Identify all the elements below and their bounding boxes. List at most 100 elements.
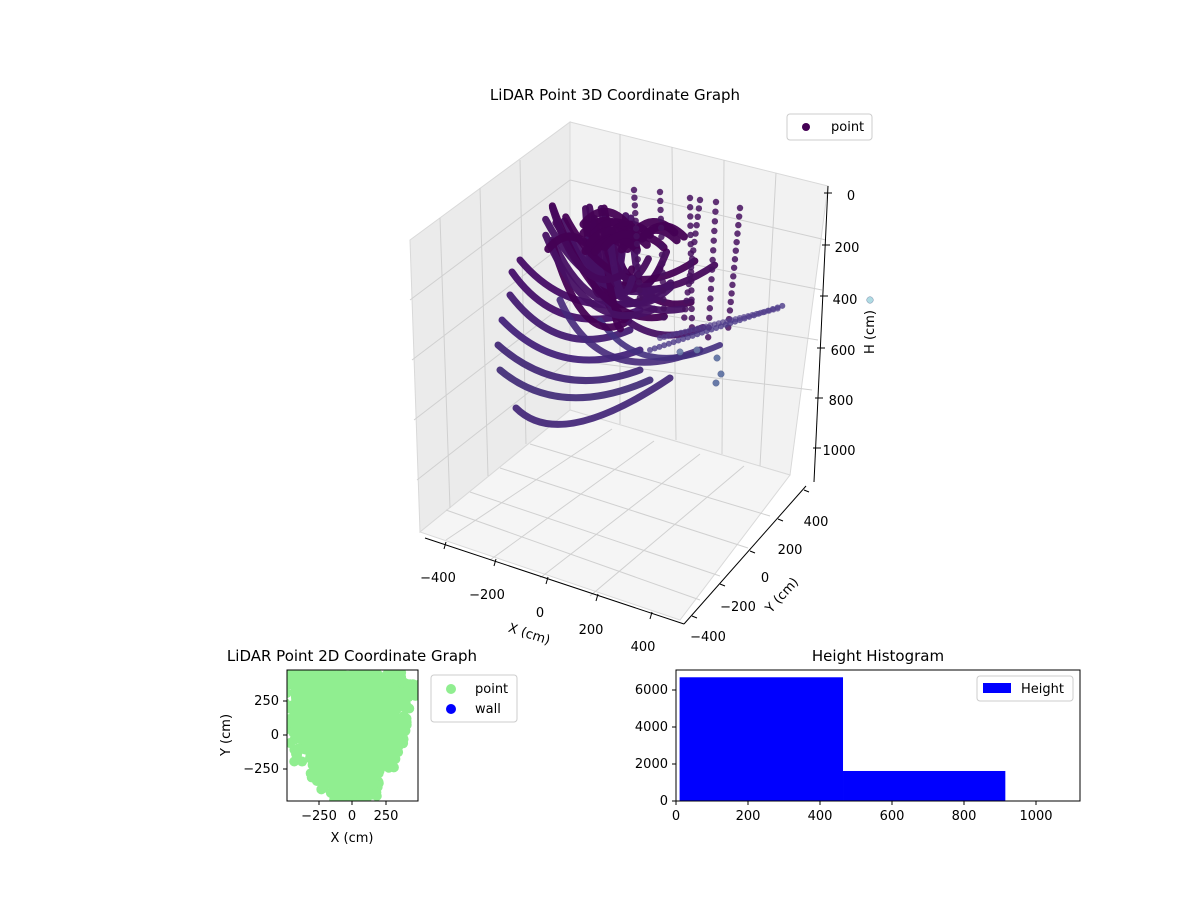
data-point	[633, 240, 641, 248]
z-tick-label: 600	[831, 344, 856, 359]
z-tick-label: 0	[847, 189, 855, 204]
scan-arc	[548, 204, 626, 283]
data-point	[657, 206, 664, 214]
data-point	[707, 295, 714, 302]
data-point	[726, 307, 734, 314]
data-point	[694, 331, 701, 338]
data-point	[371, 787, 382, 798]
data-point	[661, 342, 668, 349]
legend-label: point	[475, 682, 508, 697]
data-point	[728, 290, 735, 297]
plot-frame-histogram	[675, 669, 1081, 802]
x-axis-label: X (cm)	[331, 831, 374, 846]
data-point	[631, 202, 639, 209]
data-point	[287, 676, 290, 686]
y-tick-label: −200	[720, 600, 756, 615]
data-point	[708, 326, 715, 333]
data-point	[691, 238, 698, 246]
data-point	[685, 280, 692, 288]
data-point	[730, 264, 738, 271]
z-tick-label: 400	[833, 293, 858, 308]
data-point	[866, 296, 874, 304]
data-point	[632, 225, 640, 232]
grid-line	[439, 217, 451, 509]
grid-line	[469, 491, 721, 577]
data-point	[688, 296, 695, 303]
grid-line	[411, 239, 571, 361]
data-point	[630, 186, 638, 194]
data-point	[269, 669, 279, 679]
z-tick-label: 200	[835, 241, 860, 256]
data-point	[658, 233, 665, 240]
data-point	[695, 205, 703, 212]
data-point	[275, 667, 285, 677]
scan-arc	[589, 218, 640, 239]
data-point	[631, 194, 638, 201]
z-axis-line	[813, 185, 829, 483]
data-point	[680, 335, 687, 342]
data-point	[706, 314, 713, 322]
data-point	[712, 379, 720, 387]
data-point	[703, 328, 710, 335]
data-point	[276, 711, 286, 721]
data-point	[290, 729, 301, 740]
data-point	[683, 297, 690, 304]
data-point	[774, 305, 781, 312]
data-point	[656, 188, 664, 196]
data-point	[688, 314, 696, 322]
data-point	[268, 667, 278, 677]
data-point	[682, 306, 689, 313]
histogram-bar	[843, 770, 1006, 801]
x-tick-label: 600	[880, 809, 905, 824]
data-points-2d	[266, 665, 418, 801]
data-point	[399, 718, 410, 729]
x-tick-label: 0	[348, 809, 356, 824]
data-point	[287, 724, 291, 735]
data-point	[287, 703, 294, 714]
data-point	[287, 706, 288, 713]
data-point	[676, 348, 684, 356]
grid-line	[529, 443, 771, 517]
y-axis-line	[683, 485, 807, 625]
data-point	[696, 196, 704, 204]
x-tick-mark	[493, 558, 497, 567]
data-point	[401, 702, 412, 713]
data-point	[266, 665, 276, 675]
data-point	[658, 242, 665, 249]
x-tick-label: −250	[301, 809, 337, 824]
data-point	[660, 314, 668, 321]
x-tick-label: 200	[736, 809, 761, 824]
y-tick-label: 250	[254, 694, 279, 709]
grid-line	[759, 172, 777, 467]
grid-line	[721, 159, 725, 455]
data-point	[660, 296, 667, 303]
legend-marker-wall	[446, 704, 456, 714]
data-point	[268, 680, 278, 690]
legend-2d: point wall	[430, 674, 518, 723]
data-point	[660, 305, 667, 312]
y-tick-label: 2000	[635, 757, 668, 772]
data-point	[698, 329, 705, 336]
data-point	[733, 238, 740, 246]
scan-arc	[498, 316, 644, 364]
data-point	[779, 302, 786, 309]
chart-histogram: Height Histogram 0 200 400 600 800 1000 …	[635, 647, 1081, 824]
x-tick-label: 400	[808, 809, 833, 824]
x-tick-label: −400	[420, 571, 456, 586]
y-tick-label: 200	[778, 543, 803, 558]
data-point	[272, 681, 282, 691]
data-point	[657, 197, 664, 205]
y-tick-label: −400	[690, 630, 726, 645]
data-point	[689, 332, 696, 339]
y-tick-label: 0	[660, 794, 668, 809]
data-point	[711, 218, 719, 225]
data-point	[736, 204, 744, 212]
data-point	[316, 784, 327, 795]
scan-arc	[579, 207, 630, 229]
data-point	[275, 746, 285, 756]
data-point	[687, 264, 695, 271]
data-point	[713, 324, 720, 331]
data-point	[690, 247, 697, 254]
y-tick-label: 400	[804, 515, 829, 530]
data-point	[711, 227, 718, 235]
